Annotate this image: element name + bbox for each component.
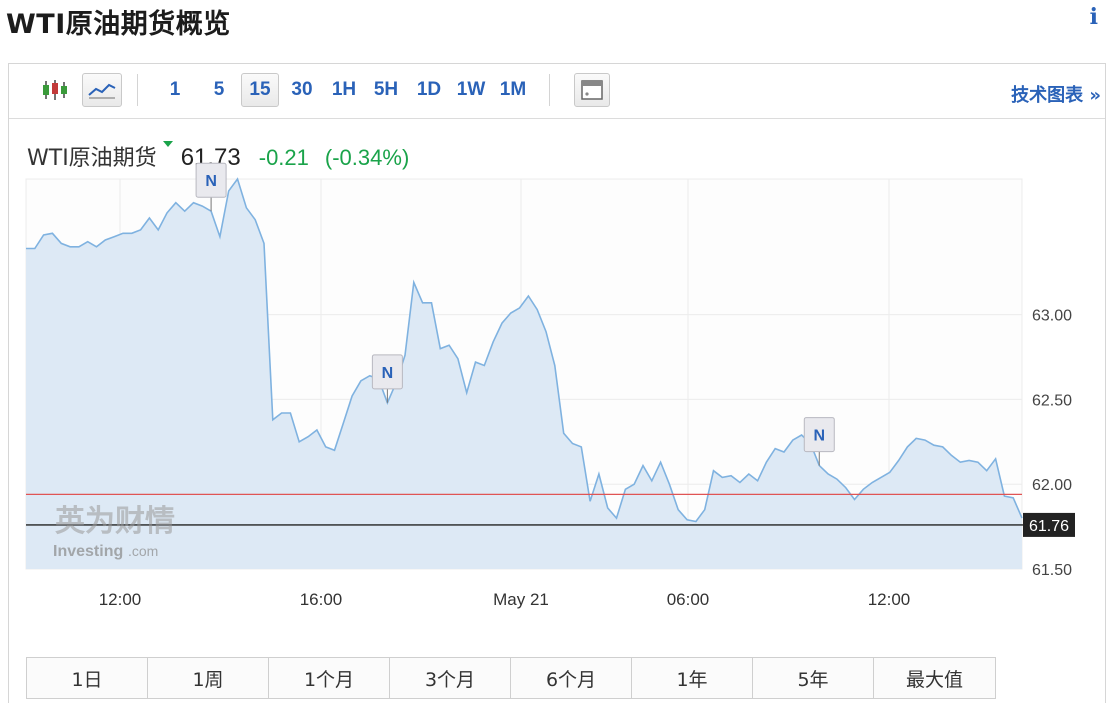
interval-button-5[interactable]: 5 bbox=[213, 79, 225, 100]
price-line bbox=[26, 177, 1023, 523]
interval-button-30[interactable]: 30 bbox=[291, 79, 313, 100]
range-button[interactable]: 6个月 bbox=[511, 658, 632, 698]
price-direction-icon bbox=[162, 141, 173, 147]
news-marker-icon[interactable] bbox=[803, 417, 835, 453]
toolbar-divider bbox=[137, 74, 138, 106]
x-tick-label: May 21 bbox=[493, 590, 549, 609]
range-button[interactable]: 1个月 bbox=[269, 658, 390, 698]
range-button[interactable]: 1日 bbox=[27, 658, 148, 698]
technical-chart-link[interactable]: 技术图表 » bbox=[1011, 85, 1101, 106]
news-marker-label[interactable]: N bbox=[205, 173, 217, 190]
watermark-suffix: .com bbox=[128, 543, 158, 559]
interval-button-15[interactable]: 15 bbox=[241, 73, 279, 107]
y-tick-label: 62.00 bbox=[1032, 477, 1072, 494]
y-tick-label: 61.50 bbox=[1032, 562, 1072, 579]
price-chart[interactable]: 61.76 63.00 62.50 62.00 61.50 12:00 16:00 May 2… bbox=[9, 64, 1105, 634]
range-button[interactable]: 1周 bbox=[148, 658, 269, 698]
price-area bbox=[26, 179, 1022, 569]
interval-button-1h[interactable]: 1H bbox=[331, 79, 357, 100]
news-marker-label[interactable]: N bbox=[382, 365, 394, 382]
current-price-label: 61.76 bbox=[1029, 518, 1069, 535]
range-button[interactable]: 5年 bbox=[753, 658, 874, 698]
range-button[interactable]: 1年 bbox=[632, 658, 753, 698]
interval-button-1d[interactable]: 1D bbox=[416, 79, 442, 100]
quote-header: WTI原油期货 61.73 -0.21 (-0.34%) bbox=[27, 140, 425, 171]
price-change: -0.21 bbox=[258, 145, 309, 170]
toolbar-divider bbox=[549, 74, 550, 106]
range-button[interactable]: 3个月 bbox=[390, 658, 511, 698]
x-tick-label: 12:00 bbox=[99, 590, 142, 609]
price-change-percent: (-0.34%) bbox=[324, 145, 410, 170]
instrument-name: WTI原油期货 bbox=[27, 146, 157, 171]
x-tick-label: 06:00 bbox=[667, 590, 710, 609]
watermark-text: Investing bbox=[53, 543, 123, 560]
y-tick-label: 62.50 bbox=[1032, 392, 1072, 409]
news-marker-icon[interactable] bbox=[371, 354, 403, 390]
interval-button-1w[interactable]: 1W bbox=[456, 79, 486, 100]
line-chart-icon[interactable] bbox=[82, 73, 122, 107]
candlestick-icon[interactable] bbox=[37, 73, 73, 107]
news-marker-label[interactable]: N bbox=[813, 428, 825, 445]
news-marker-icon[interactable] bbox=[195, 162, 227, 198]
page-title: WTI原油期货概览 bbox=[6, 9, 231, 40]
y-tick-label: 63.00 bbox=[1032, 308, 1072, 325]
chart-toolbar: 1 5 15 30 1H 5H 1D 1W 1M 技术图表 » bbox=[9, 64, 1105, 119]
interval-button-1[interactable]: 1 bbox=[169, 79, 181, 100]
range-button[interactable]: 最大值 bbox=[874, 658, 995, 698]
window-icon[interactable] bbox=[574, 73, 610, 107]
time-range-bar: 1日 1周 1个月 3个月 6个月 1年 5年 最大值 bbox=[26, 657, 996, 699]
current-price-box bbox=[1023, 512, 1075, 537]
interval-button-1m[interactable]: 1M bbox=[499, 79, 527, 100]
x-tick-label: 16:00 bbox=[300, 590, 343, 609]
info-icon[interactable]: i bbox=[1089, 4, 1098, 30]
interval-button-5h[interactable]: 5H bbox=[373, 79, 399, 100]
x-tick-label: 12:00 bbox=[868, 590, 911, 609]
watermark-logo: 英为财情 bbox=[55, 504, 175, 539]
chart-widget: 1 5 15 30 1H 5H 1D 1W 1M 技术图表 » WTI原油期货 61.73 -0… bbox=[8, 63, 1106, 703]
